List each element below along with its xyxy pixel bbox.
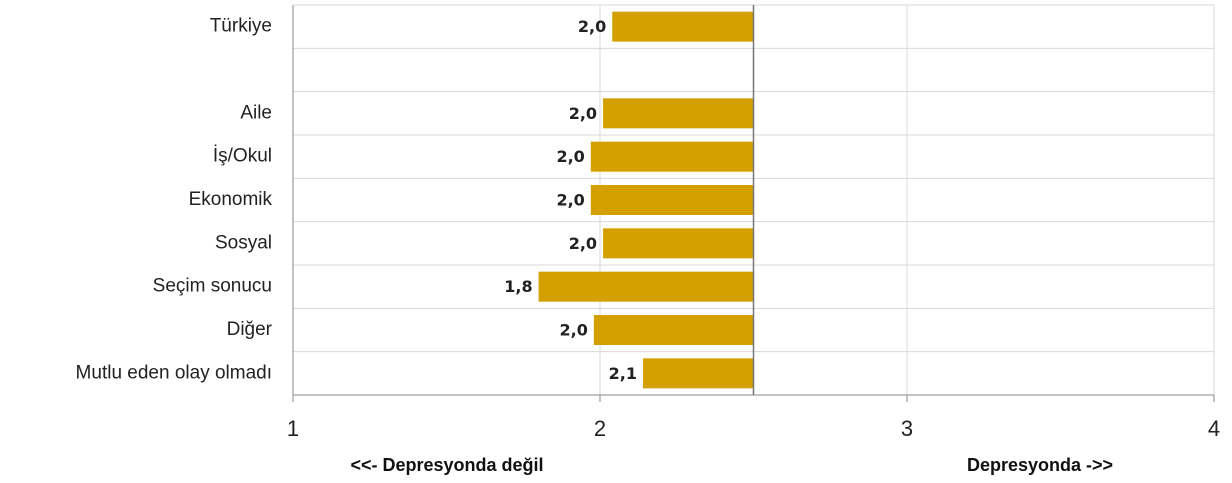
right-annotation: Depresyonda ->> <box>967 455 1113 475</box>
value-label: 2,0 <box>569 234 597 253</box>
bar <box>612 11 754 42</box>
value-label: 2,0 <box>578 17 606 36</box>
bar <box>590 141 754 172</box>
value-label: 2,0 <box>569 104 597 123</box>
y-tick-label: Seçim sonucu <box>153 276 272 297</box>
value-label: 2,1 <box>609 364 637 383</box>
left-annotation: <<- Depresyonda değil <box>350 455 543 475</box>
y-tick-label: Mutlu eden olay olmadı <box>76 362 272 383</box>
value-label: 1,8 <box>504 277 532 296</box>
value-label: 2,0 <box>556 191 584 210</box>
y-tick-label: İş/Okul <box>213 146 272 167</box>
y-tick-label: Aile <box>240 102 272 123</box>
y-tick-label: Sosyal <box>215 232 272 253</box>
x-tick-label: 2 <box>594 416 606 441</box>
x-tick-label: 3 <box>901 416 913 441</box>
bar <box>642 358 754 389</box>
bar <box>590 185 754 215</box>
bar <box>603 228 754 259</box>
y-tick-label: Ekonomik <box>189 189 273 210</box>
value-label: 2,0 <box>560 321 588 340</box>
bar <box>593 315 754 345</box>
x-tick-label: 1 <box>287 416 299 441</box>
value-label: 2,0 <box>556 147 584 166</box>
bar <box>603 98 754 129</box>
bar <box>538 271 754 302</box>
y-tick-label: Diğer <box>227 319 273 340</box>
y-tick-label: Türkiye <box>210 16 272 37</box>
x-tick-label: 4 <box>1208 416 1220 441</box>
